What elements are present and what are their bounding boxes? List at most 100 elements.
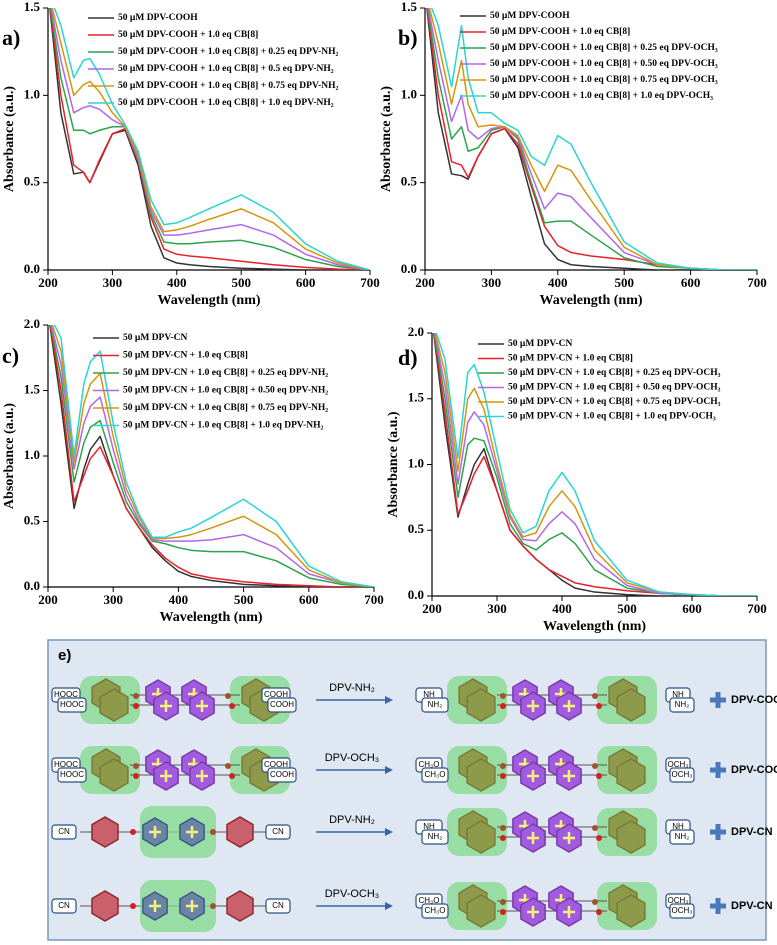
plot-area xyxy=(49,8,370,270)
atom xyxy=(210,903,216,909)
y-tick-label: 1.0 xyxy=(24,86,40,101)
x-axis-label: Wavelength (nm) xyxy=(159,610,262,625)
atom xyxy=(500,909,506,915)
x-axis-label: Wavelength (nm) xyxy=(157,293,260,308)
atom xyxy=(225,763,231,769)
legend-label: 50 µM DPV-COOH + 1.0 eq CB[8] + 0.25 eq … xyxy=(118,47,339,57)
legend-label: 50 µM DPV-CN + 1.0 eq CB[8] + 1.0 eq DPV… xyxy=(508,412,716,422)
group-label: NH₂ xyxy=(675,700,690,709)
group-box xyxy=(265,898,291,914)
x-tick-label: 200 xyxy=(422,601,442,616)
spectrum-line xyxy=(49,325,374,587)
plot-area xyxy=(426,8,757,270)
group-box xyxy=(421,697,449,713)
group-label: COOH xyxy=(270,700,294,709)
x-tick-label: 600 xyxy=(296,275,316,290)
y-tick-label: 1.0 xyxy=(408,455,424,470)
legend-label: 50 µM DPV-CN xyxy=(123,333,188,343)
arrow-head xyxy=(385,828,393,836)
x-tick-label: 700 xyxy=(364,592,384,607)
x-tick-label: 200 xyxy=(38,275,58,290)
group-label: OCH₃ xyxy=(667,896,688,905)
group-label: OCH₃ xyxy=(671,906,692,915)
legend-label: 50 µM DPV-COOH + 1.0 eq CB[8] + 0.50 eq … xyxy=(490,59,718,69)
group-label: HOOC xyxy=(60,770,84,779)
spectrum-line xyxy=(427,8,757,270)
group-label: NH₂ xyxy=(675,832,690,841)
legend-label: 50 µM DPV-CN + 1.0 eq CB[8] xyxy=(508,354,633,364)
spectrum-line xyxy=(53,8,370,270)
y-tick-label: 1.5 xyxy=(401,0,418,14)
ring xyxy=(466,894,496,928)
group-box xyxy=(421,903,449,919)
legend-label: 50 µM DPV-COOH xyxy=(118,13,198,23)
atom xyxy=(500,703,506,709)
legend-label: 50 µM DPV-COOH + 1.0 eq CB[8] + 0.25 eq … xyxy=(490,43,718,53)
group-label: CH₃O xyxy=(418,760,439,769)
y-tick-label: 0.5 xyxy=(408,521,425,536)
plus-icon xyxy=(715,898,721,914)
spectrum-line xyxy=(426,8,757,270)
x-tick-label: 700 xyxy=(360,275,380,290)
y-tick-label: 0.5 xyxy=(24,512,41,527)
x-tick-label: 200 xyxy=(415,275,435,290)
ring xyxy=(616,758,646,792)
y-tick-label: 1.0 xyxy=(401,86,417,101)
ring xyxy=(466,758,496,792)
group-label: NH xyxy=(672,690,684,699)
x-tick-label: 600 xyxy=(299,592,319,607)
spectrum-line xyxy=(49,325,374,587)
x-tick-label: 500 xyxy=(614,275,634,290)
legend-label: 50 µM DPV-COOH + 1.0 eq CB[8] + 1.0 eq D… xyxy=(490,91,713,101)
spectrum-line xyxy=(50,325,374,587)
panel-label: c) xyxy=(2,343,19,368)
ring xyxy=(616,894,646,928)
group-label: HOOC xyxy=(54,760,78,769)
atom xyxy=(225,693,231,699)
ring xyxy=(616,820,646,854)
reagent-label: DPV-OCH₃ xyxy=(325,888,380,900)
atom xyxy=(596,703,602,709)
spectrum-line xyxy=(49,8,370,270)
group-label: OCH₃ xyxy=(671,770,692,779)
spectrum-line xyxy=(430,8,757,270)
atom xyxy=(133,773,139,779)
reagent-label: DPV-NH₂ xyxy=(329,682,375,694)
plot-area xyxy=(432,333,757,596)
group-box xyxy=(267,697,297,713)
group-label: CH₃O xyxy=(424,906,445,915)
y-tick-label: 0.0 xyxy=(24,578,40,593)
x-tick-label: 200 xyxy=(38,592,58,607)
x-tick-label: 700 xyxy=(747,275,767,290)
x-tick-label: 300 xyxy=(487,601,507,616)
group-label: COOH xyxy=(264,690,288,699)
cb8-host xyxy=(140,880,216,932)
ring xyxy=(91,890,119,922)
group-box xyxy=(669,829,695,845)
legend-label: 50 µM DPV-CN + 1.0 eq CB[8] xyxy=(123,351,248,361)
x-tick-label: 400 xyxy=(552,601,572,616)
legend-label: 50 µM DPV-CN + 1.0 eq CB[8] + 0.50 eq DP… xyxy=(123,386,328,396)
group-label: CH₃O xyxy=(418,896,439,905)
plus-icon xyxy=(715,692,721,708)
group-label: OCH₃ xyxy=(667,760,688,769)
atom xyxy=(592,899,598,905)
y-tick-label: 1.5 xyxy=(408,390,425,405)
legend-label: 50 µM DPV-CN + 1.0 eq CB[8] + 0.75 eq DP… xyxy=(508,397,721,407)
group-label: CN xyxy=(58,827,70,836)
legend-label: 50 µM DPV-CN + 1.0 eq CB[8] + 0.75 eq DP… xyxy=(123,403,328,413)
atom xyxy=(596,773,602,779)
atom xyxy=(133,703,139,709)
x-tick-label: 600 xyxy=(682,601,702,616)
y-tick-label: 0.0 xyxy=(401,261,417,276)
arrow-head xyxy=(385,902,393,910)
group-box xyxy=(265,824,291,840)
group-label: NH xyxy=(423,690,435,699)
cb8-host xyxy=(140,806,216,858)
y-tick-label: 2.0 xyxy=(24,316,40,331)
group-box xyxy=(267,767,297,783)
spectrum-line xyxy=(49,8,370,270)
group-label: NH xyxy=(672,822,684,831)
group-box xyxy=(51,824,77,840)
spectrum-line xyxy=(50,8,370,270)
